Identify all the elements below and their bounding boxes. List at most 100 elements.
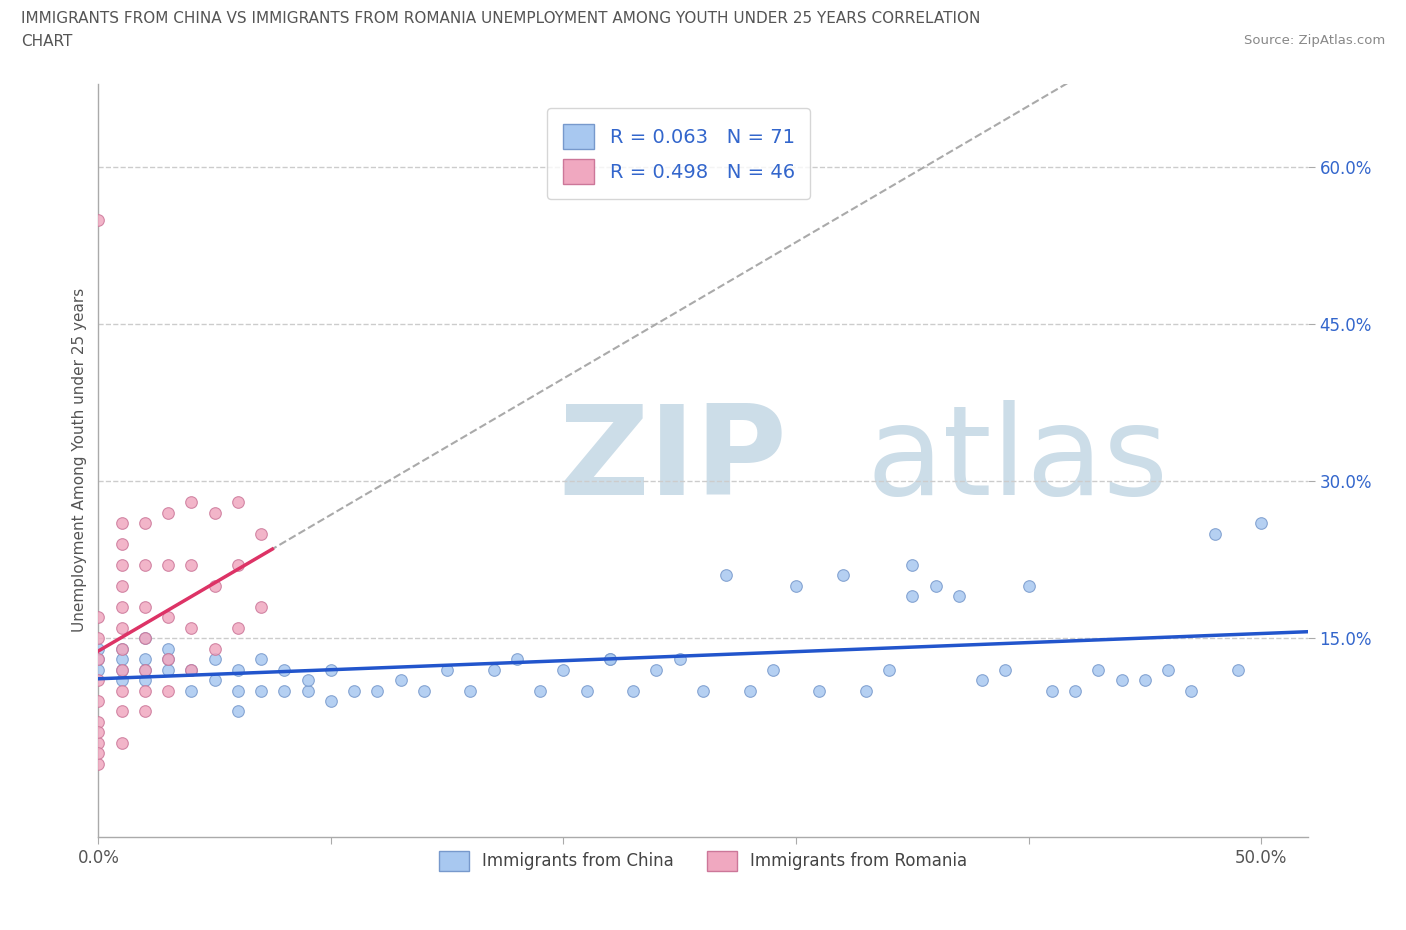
Point bbox=[180, 662, 202, 677]
Point bbox=[343, 683, 366, 698]
Point bbox=[599, 652, 621, 667]
Point bbox=[204, 578, 226, 593]
Point bbox=[87, 662, 110, 677]
Point bbox=[413, 683, 436, 698]
Point bbox=[134, 652, 156, 667]
Point bbox=[111, 736, 134, 751]
Point bbox=[111, 704, 134, 719]
Point bbox=[87, 631, 110, 645]
Point bbox=[970, 672, 993, 687]
Point bbox=[157, 652, 180, 667]
Point bbox=[111, 642, 134, 657]
Point bbox=[226, 558, 249, 573]
Legend: Immigrants from China, Immigrants from Romania: Immigrants from China, Immigrants from R… bbox=[432, 844, 974, 878]
Point bbox=[134, 662, 156, 677]
Point bbox=[226, 662, 249, 677]
Point bbox=[319, 694, 342, 709]
Point bbox=[111, 672, 134, 687]
Point bbox=[808, 683, 831, 698]
Point bbox=[575, 683, 598, 698]
Point bbox=[599, 652, 621, 667]
Point bbox=[366, 683, 388, 698]
Point bbox=[668, 652, 690, 667]
Point bbox=[877, 662, 900, 677]
Point bbox=[87, 642, 110, 657]
Point bbox=[111, 558, 134, 573]
Point bbox=[226, 683, 249, 698]
Point bbox=[855, 683, 877, 698]
Point bbox=[1087, 662, 1109, 677]
Point bbox=[273, 662, 295, 677]
Point bbox=[134, 558, 156, 573]
Point bbox=[389, 672, 412, 687]
Point bbox=[157, 662, 180, 677]
Point bbox=[297, 672, 319, 687]
Point bbox=[157, 558, 180, 573]
Point bbox=[226, 620, 249, 635]
Text: atlas: atlas bbox=[866, 400, 1168, 521]
Point bbox=[297, 683, 319, 698]
Point bbox=[831, 568, 853, 583]
Point bbox=[250, 526, 273, 541]
Point bbox=[204, 652, 226, 667]
Point bbox=[250, 600, 273, 615]
Point bbox=[134, 683, 156, 698]
Point bbox=[111, 578, 134, 593]
Point bbox=[785, 578, 807, 593]
Point bbox=[134, 600, 156, 615]
Point bbox=[553, 662, 575, 677]
Point bbox=[901, 589, 924, 604]
Point bbox=[250, 652, 273, 667]
Point bbox=[273, 683, 295, 698]
Point bbox=[87, 756, 110, 771]
Point bbox=[87, 694, 110, 709]
Point bbox=[180, 558, 202, 573]
Point bbox=[134, 631, 156, 645]
Point bbox=[1180, 683, 1202, 698]
Point bbox=[994, 662, 1017, 677]
Point bbox=[157, 652, 180, 667]
Point bbox=[738, 683, 761, 698]
Point bbox=[762, 662, 785, 677]
Y-axis label: Unemployment Among Youth under 25 years: Unemployment Among Youth under 25 years bbox=[72, 288, 87, 632]
Point bbox=[180, 495, 202, 510]
Point bbox=[134, 631, 156, 645]
Point bbox=[134, 516, 156, 531]
Text: Source: ZipAtlas.com: Source: ZipAtlas.com bbox=[1244, 34, 1385, 47]
Point bbox=[87, 212, 110, 227]
Point bbox=[157, 642, 180, 657]
Point bbox=[111, 662, 134, 677]
Point bbox=[157, 610, 180, 625]
Point bbox=[436, 662, 458, 677]
Point bbox=[716, 568, 738, 583]
Point bbox=[506, 652, 529, 667]
Point bbox=[111, 662, 134, 677]
Point bbox=[529, 683, 551, 698]
Point bbox=[226, 704, 249, 719]
Point bbox=[204, 672, 226, 687]
Point bbox=[1204, 526, 1226, 541]
Point bbox=[134, 662, 156, 677]
Point bbox=[111, 683, 134, 698]
Point bbox=[180, 620, 202, 635]
Point bbox=[901, 558, 924, 573]
Point bbox=[1018, 578, 1040, 593]
Point bbox=[1111, 672, 1133, 687]
Point bbox=[1040, 683, 1063, 698]
Point bbox=[482, 662, 505, 677]
Point bbox=[111, 652, 134, 667]
Text: ZIP: ZIP bbox=[558, 400, 786, 521]
Point bbox=[111, 642, 134, 657]
Point bbox=[1157, 662, 1180, 677]
Point bbox=[204, 505, 226, 520]
Point bbox=[226, 495, 249, 510]
Point bbox=[621, 683, 644, 698]
Text: CHART: CHART bbox=[21, 34, 73, 49]
Point bbox=[319, 662, 342, 677]
Point bbox=[134, 704, 156, 719]
Point bbox=[111, 620, 134, 635]
Point bbox=[87, 746, 110, 761]
Text: IMMIGRANTS FROM CHINA VS IMMIGRANTS FROM ROMANIA UNEMPLOYMENT AMONG YOUTH UNDER : IMMIGRANTS FROM CHINA VS IMMIGRANTS FROM… bbox=[21, 11, 980, 26]
Point bbox=[87, 610, 110, 625]
Point bbox=[204, 642, 226, 657]
